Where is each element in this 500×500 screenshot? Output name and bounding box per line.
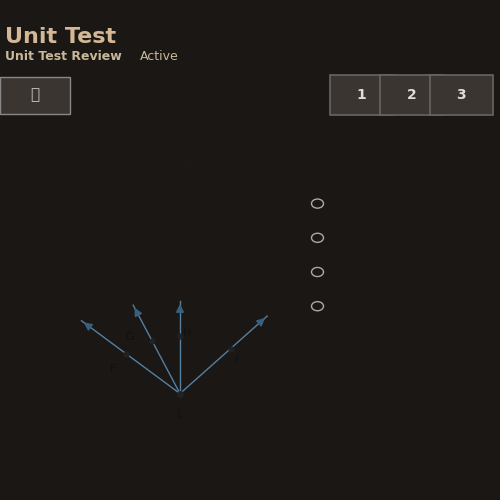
Text: H: H	[184, 328, 192, 338]
Text: Unit Test: Unit Test	[5, 26, 116, 46]
FancyBboxPatch shape	[330, 75, 392, 115]
Text: I: I	[235, 355, 238, 365]
Text: L: L	[177, 410, 183, 420]
FancyBboxPatch shape	[430, 75, 492, 115]
Text: m∠GLH = (x + 17)°, and m∠HLI = (4x – 15)°.: m∠GLH = (x + 17)°, and m∠HLI = (4x – 15)…	[15, 162, 277, 172]
Text: diagram?: diagram?	[325, 162, 378, 172]
Text: 45°: 45°	[331, 300, 352, 312]
FancyBboxPatch shape	[380, 75, 442, 115]
Text: In the diagram, m∠FLI is 106°, m∠FLG = (2x – 1)°,: In the diagram, m∠FLI is 106°, m∠FLG = (…	[15, 132, 306, 141]
Text: Unit Test Review: Unit Test Review	[5, 50, 122, 63]
Text: 2: 2	[406, 88, 416, 102]
Text: 3: 3	[456, 88, 466, 102]
Text: 29°: 29°	[331, 232, 352, 244]
Text: ⎙: ⎙	[30, 88, 40, 102]
FancyBboxPatch shape	[0, 76, 70, 114]
Text: 32°: 32°	[331, 266, 352, 278]
Text: What is the: What is the	[325, 132, 390, 141]
Text: F: F	[110, 364, 116, 374]
Text: 15°: 15°	[331, 197, 352, 210]
Text: Active: Active	[140, 50, 179, 63]
Text: G: G	[125, 332, 134, 342]
Text: 1: 1	[356, 88, 366, 102]
